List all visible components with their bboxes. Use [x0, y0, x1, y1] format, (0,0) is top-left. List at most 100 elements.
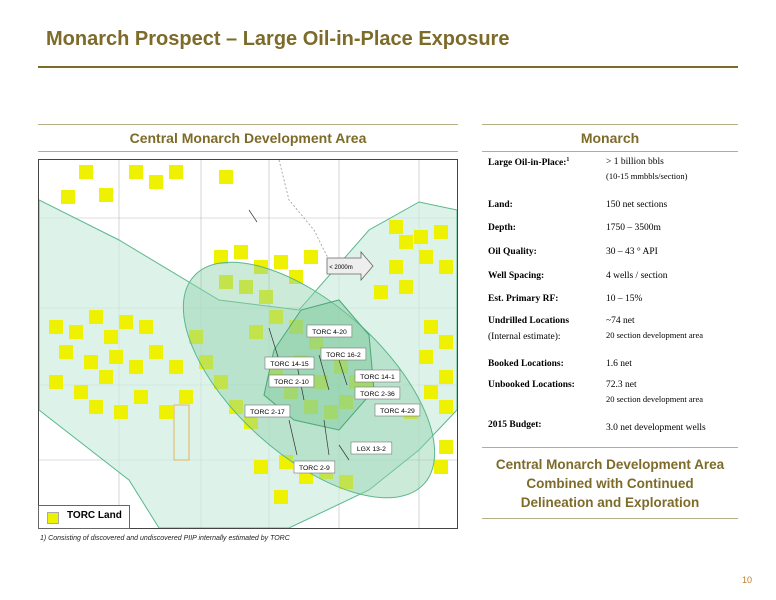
torc-land-square: [389, 220, 403, 234]
torc-land-square: [274, 255, 288, 269]
torc-land-square: [289, 320, 303, 334]
callout-line-2: Combined with Continued: [526, 476, 694, 491]
torc-land-square: [309, 335, 323, 349]
torc-land-square: [219, 170, 233, 184]
torc-land-square: [89, 310, 103, 324]
row-label: Land:: [488, 200, 513, 210]
page-title: Monarch Prospect – Large Oil-in-Place Ex…: [46, 28, 510, 50]
callout-line-3: Delineation and Exploration: [520, 495, 700, 510]
row-value: 1750 – 3500m: [606, 223, 661, 233]
well-label: TORC 2-9: [293, 460, 336, 474]
summary-heading: Monarch: [580, 130, 640, 146]
well-label-text: TORC 4-20: [312, 329, 347, 336]
row-label: Undrilled Locations: [488, 316, 570, 326]
torc-land-square: [279, 455, 293, 469]
callout-line-1: Central Monarch Development Area: [495, 457, 725, 472]
well-label: TORC 2-17: [244, 404, 291, 418]
row-subvalue: (10-15 mmbbls/section): [606, 171, 688, 181]
torc-land-square: [129, 360, 143, 374]
torc-land-square: [219, 275, 233, 289]
summary-header-top-rule: [482, 124, 738, 125]
legend-swatch: [47, 512, 59, 524]
well-labels: TORC 4-20 TORC 16-2 TORC 14-15 TORC 2-10 TOR…: [244, 324, 421, 474]
torc-land-square: [59, 345, 73, 359]
row-value: 3.0 net development wells: [606, 423, 706, 433]
lease-outline: [173, 404, 190, 461]
torc-land-square: [414, 230, 428, 244]
well-label: TORC 2-36: [354, 386, 401, 400]
torc-land-square: [99, 370, 113, 384]
torc-land-square: [439, 370, 453, 384]
torc-land-square: [254, 460, 268, 474]
torc-land-square: [439, 440, 453, 454]
torc-land-square: [399, 280, 413, 294]
map-section-heading: Central Monarch Development Area: [129, 130, 367, 146]
well-label-text: TORC 2-9: [299, 465, 330, 472]
torc-land-square: [374, 285, 388, 299]
row-label: Oil Quality:: [488, 247, 537, 257]
well-label: TORC 2-10: [268, 374, 315, 388]
torc-land-square: [304, 250, 318, 264]
torc-land-square: [239, 280, 253, 294]
torc-land-square: [149, 345, 163, 359]
torc-land-square: [439, 335, 453, 349]
row-value: 150 net sections: [606, 200, 668, 210]
torc-land-square: [419, 350, 433, 364]
summary-header-bottom-rule: [482, 151, 738, 152]
torc-land-square: [439, 400, 453, 414]
row-value: 4 wells / section: [606, 271, 668, 281]
torc-land-square: [169, 165, 183, 179]
torc-land-square: [419, 250, 433, 264]
row-value: 30 – 43 ° API: [606, 247, 658, 257]
torc-land-square: [299, 470, 313, 484]
callout-bottom-rule: [482, 518, 738, 519]
torc-land-square: [314, 375, 328, 389]
well-label-text: TORC 16-2: [326, 352, 361, 359]
map-header-bottom-rule: [38, 151, 458, 152]
callout-text: Central Monarch Development Area Combine…: [482, 455, 738, 512]
torc-land-square: [339, 475, 353, 489]
row-label: Large Oil-in-Place:1: [488, 157, 570, 169]
well-label-text: TORC 4-29: [380, 408, 415, 415]
torc-land-square: [84, 355, 98, 369]
row-label: Unbooked Locations:: [488, 380, 575, 390]
torc-land-square: [159, 405, 173, 419]
row-value: > 1 billion bbls: [606, 157, 664, 167]
torc-land-square: [234, 245, 248, 259]
well-label-text: TORC 14-1: [360, 374, 395, 381]
torc-land-square: [114, 405, 128, 419]
torc-land-square: [129, 165, 143, 179]
torc-land-square: [399, 235, 413, 249]
well-label: TORC 14-15: [264, 356, 315, 370]
well-label-text: TORC 2-17: [250, 409, 285, 416]
torc-land-square: [434, 460, 448, 474]
map-header-top-rule: [38, 124, 458, 125]
row-value: 10 – 15%: [606, 294, 643, 304]
row-subvalue: 20 section development area: [606, 330, 704, 340]
row-label: Booked Locations:: [488, 359, 564, 369]
well-label: TORC 4-20: [306, 324, 353, 338]
torc-land-square: [214, 375, 228, 389]
torc-land-square: [249, 325, 263, 339]
torc-land-square: [304, 400, 318, 414]
torc-land-square: [49, 320, 63, 334]
legend-label: TORC Land: [67, 510, 122, 521]
torc-land-square: [339, 395, 353, 409]
map-legend: TORC Land: [38, 505, 130, 529]
torc-land-square: [69, 325, 83, 339]
torc-land-square: [424, 385, 438, 399]
torc-land-square: [89, 400, 103, 414]
torc-land-square: [139, 320, 153, 334]
torc-land-square: [214, 250, 228, 264]
torc-land-square: [79, 165, 93, 179]
torc-land-square: [424, 320, 438, 334]
well-label-text: TORC 14-15: [270, 361, 309, 368]
distance-arrow: < 2000m: [326, 250, 374, 282]
torc-land-square: [269, 310, 283, 324]
well-label-text: TORC 2-10: [274, 379, 309, 386]
torc-land-square: [229, 400, 243, 414]
well-label: TORC 4-29: [374, 403, 421, 417]
torc-land-square: [284, 385, 298, 399]
torc-land-square: [274, 490, 288, 504]
